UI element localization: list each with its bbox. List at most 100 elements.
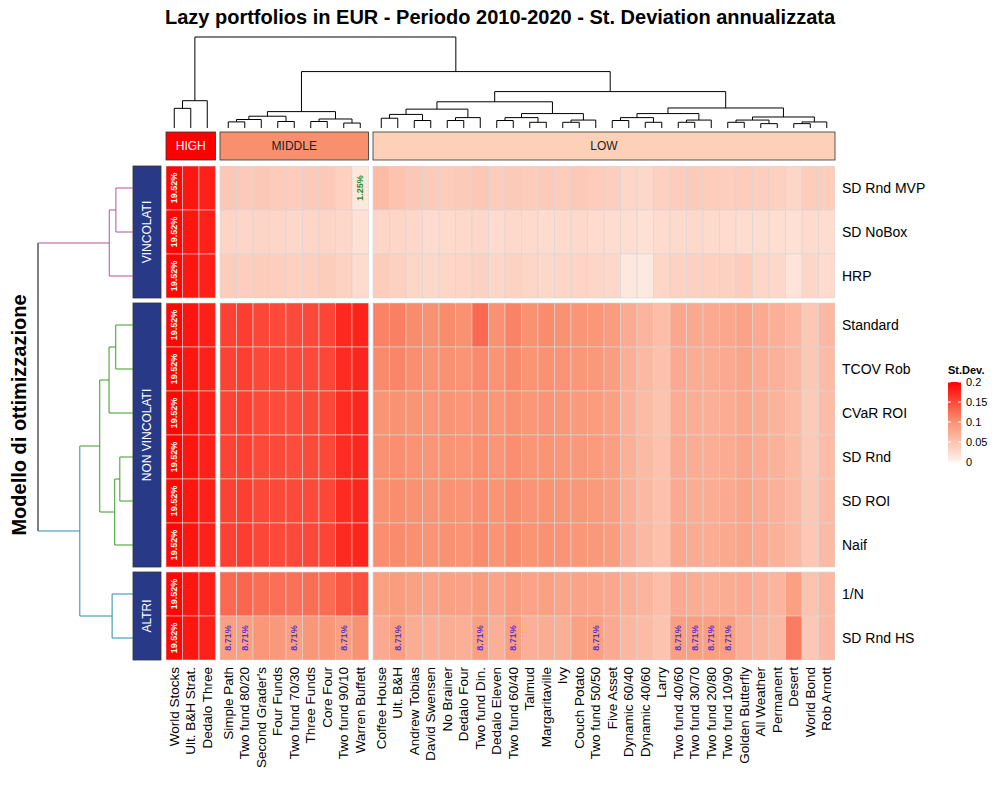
heatmap-cell xyxy=(253,303,270,347)
column-label: Two fund 40/60 xyxy=(671,667,686,759)
heatmap-cell xyxy=(786,347,803,391)
dendrogram-link xyxy=(422,114,423,120)
heatmap-cell xyxy=(538,391,555,435)
heatmap-cell xyxy=(166,166,183,210)
heatmap-cell xyxy=(423,616,440,660)
row-groups: VINCOLATINON VINCOLATIALTRI xyxy=(133,166,161,660)
heatmap-cell xyxy=(336,523,353,567)
dendrogram-link xyxy=(783,108,784,117)
dendrogram-link xyxy=(753,116,815,117)
cell-annotation: 8.71% xyxy=(690,625,700,651)
dendrogram-link xyxy=(793,124,794,128)
heatmap-cell xyxy=(253,435,270,479)
heatmap-cell xyxy=(237,616,254,660)
heatmap-cell xyxy=(819,523,836,567)
heatmap-cell xyxy=(472,616,489,660)
dendrogram-link xyxy=(736,120,769,121)
dendrogram-link xyxy=(38,531,80,532)
heatmap-cell xyxy=(720,479,737,523)
heatmap-cell xyxy=(588,616,605,660)
heatmap-cell xyxy=(621,479,638,523)
heatmap-cell xyxy=(621,523,638,567)
heatmap-cell xyxy=(319,391,336,435)
cell-annotation: 8.71% xyxy=(591,625,601,651)
heatmap-cell xyxy=(423,303,440,347)
cell-annotation: 8.71% xyxy=(706,625,716,651)
dendrogram-link xyxy=(100,512,115,513)
column-labels: World StocksUlt. B&H Strat.Dedalo ThreeS… xyxy=(167,666,835,767)
dendrogram-link xyxy=(456,117,481,118)
heatmap-cell xyxy=(406,523,423,567)
column-label: Couch Potato xyxy=(572,667,587,749)
heatmap-cell xyxy=(286,523,303,567)
heatmap-cell xyxy=(456,391,473,435)
cell-annotation: 19.52% xyxy=(169,354,179,385)
heatmap-cell xyxy=(166,303,183,347)
heatmap-cell xyxy=(199,210,216,254)
dendrogram-link xyxy=(79,446,80,616)
row-group-label: NON VINCOLATI xyxy=(140,389,154,481)
heatmap-cell xyxy=(423,166,440,210)
heatmap-cell xyxy=(571,616,588,660)
dendrogram-link xyxy=(109,347,116,348)
dendrogram-link xyxy=(267,111,335,112)
heatmap-cell xyxy=(237,347,254,391)
heatmap-cell xyxy=(406,254,423,298)
dendrogram-link xyxy=(115,188,116,232)
heatmap-cell xyxy=(390,391,407,435)
dendrogram-link xyxy=(628,121,629,128)
heatmap-cell xyxy=(336,391,353,435)
row-label: Standard xyxy=(842,317,899,333)
heatmap-cell xyxy=(406,347,423,391)
heatmap-cell xyxy=(687,166,704,210)
heatmap-cell xyxy=(166,347,183,391)
dendrogram-link xyxy=(406,109,407,114)
heatmap-cell xyxy=(286,210,303,254)
heatmap-cell xyxy=(489,435,506,479)
heatmap-cell xyxy=(670,435,687,479)
heatmap-cell xyxy=(199,435,216,479)
heatmap-cell xyxy=(522,391,539,435)
dendrogram-link xyxy=(698,114,699,120)
heatmap-cell xyxy=(319,303,336,347)
column-label: Ult. B&H xyxy=(390,667,405,719)
heatmap-cell xyxy=(237,210,254,254)
heatmap-cell xyxy=(406,210,423,254)
column-label: Two fund 60/40 xyxy=(506,667,521,759)
heatmap-cell xyxy=(555,479,572,523)
column-dendrogram xyxy=(174,37,827,128)
heatmap-cell xyxy=(220,254,237,298)
heatmap-cell xyxy=(472,166,489,210)
cell-annotation: 1.25% xyxy=(355,175,365,201)
color-axis-tick: 0.1 xyxy=(961,416,981,428)
heatmap-cell xyxy=(802,479,819,523)
heatmap-cell xyxy=(456,616,473,660)
dendrogram-link xyxy=(761,123,778,124)
dendrogram-link xyxy=(115,545,133,546)
heatmap-cell xyxy=(270,303,287,347)
dendrogram-link xyxy=(777,124,778,128)
column-group-box xyxy=(166,132,216,160)
cell-annotation: 8.71% xyxy=(289,625,299,651)
column-label: Ivy xyxy=(555,667,570,685)
heatmap-cell xyxy=(319,572,336,616)
heatmap-cell xyxy=(604,572,621,616)
heatmap-cell xyxy=(753,435,770,479)
heatmap-cell xyxy=(687,254,704,298)
dendrogram-link xyxy=(207,101,208,128)
heatmap-cell xyxy=(588,166,605,210)
heatmap-cell xyxy=(786,572,803,616)
heatmap-cell xyxy=(286,479,303,523)
color-bar-tick xyxy=(948,382,951,383)
heatmap-cell xyxy=(439,616,456,660)
heatmap-cell xyxy=(637,210,654,254)
heatmap-cell xyxy=(802,523,819,567)
row-label: SD Rnd MVP xyxy=(842,180,925,196)
heatmap-cell xyxy=(720,210,737,254)
heatmap-cell xyxy=(319,254,336,298)
heatmap-cell xyxy=(703,435,720,479)
heatmap-cell xyxy=(286,166,303,210)
dendrogram-link xyxy=(447,120,464,121)
heatmap-cell xyxy=(819,303,836,347)
heatmap-cell xyxy=(687,303,704,347)
